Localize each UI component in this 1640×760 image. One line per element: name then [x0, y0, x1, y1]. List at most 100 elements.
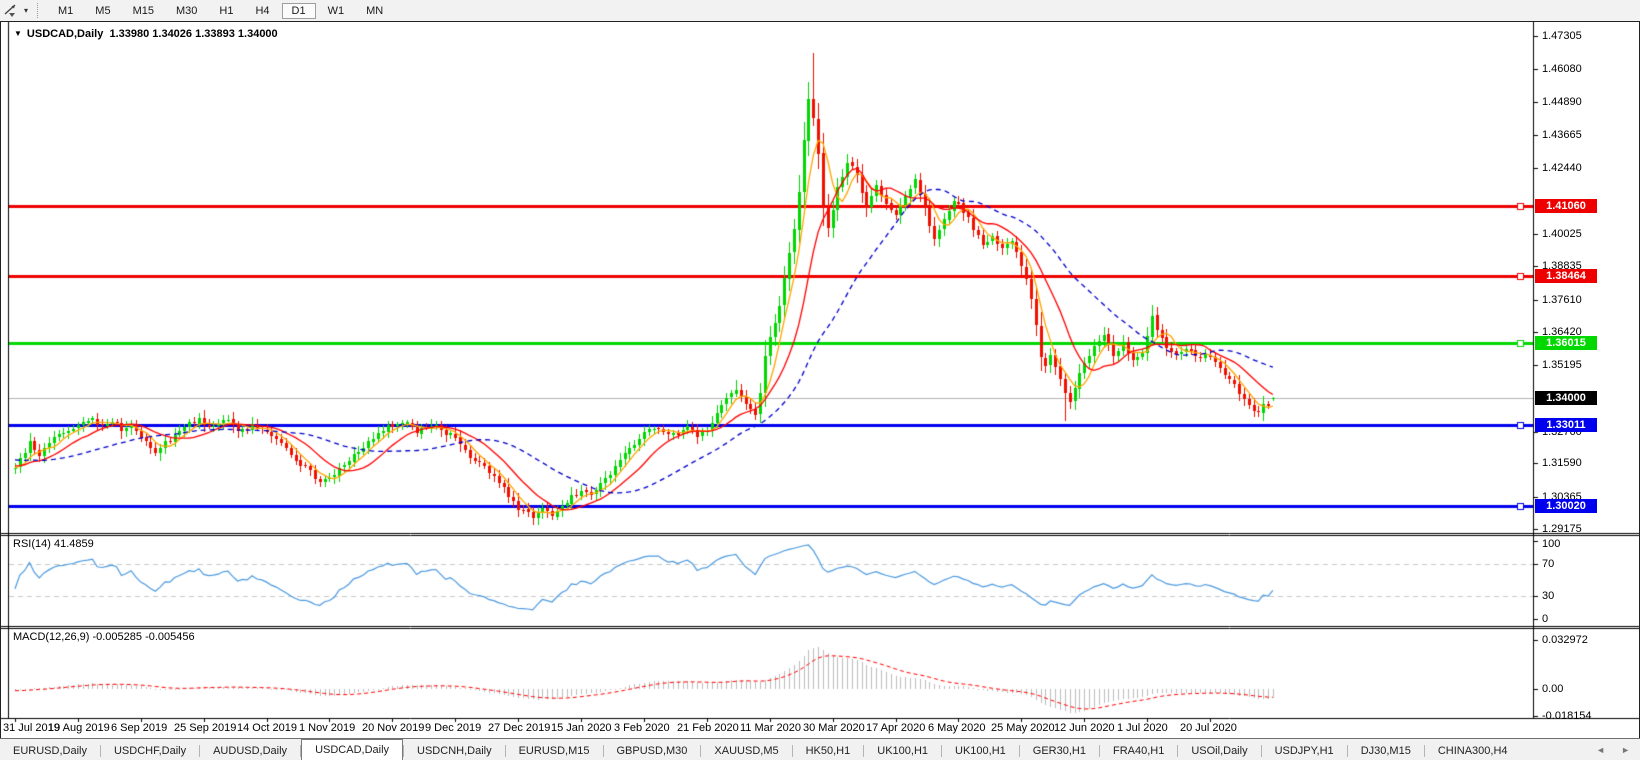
price-tick-label: 1.43665 [1542, 129, 1582, 141]
tab-separator [1423, 745, 1425, 757]
tab-separator [403, 745, 405, 757]
chart-tab-bar: EURUSD,Daily USDCHF,Daily AUDUSD,Daily USDC… [0, 738, 1640, 760]
tab-separator [199, 745, 201, 757]
tab-separator [602, 745, 604, 757]
timeframe-button-mn[interactable]: MN [366, 4, 384, 17]
macd-indicator-label: MACD(12,26,9) -0.005285 -0.005456 [13, 631, 195, 643]
chart-tab-usdcad-daily[interactable]: USDCAD,Daily [301, 739, 404, 760]
tab-separator [700, 745, 702, 757]
chart-tab-hk50-h1[interactable]: HK50,H1 [805, 745, 851, 757]
chart-tab-usdcnh-daily[interactable]: USDCNH,Daily [417, 745, 492, 757]
timeframe-button-h4[interactable]: H4 [255, 4, 270, 17]
timeframe-button-m5[interactable]: M5 [95, 4, 111, 17]
price-tick-label: 1.46080 [1542, 63, 1582, 75]
date-label: 25 May 2020 [991, 722, 1055, 734]
chart-tab-dj30-m15[interactable]: DJ30,M15 [1360, 745, 1411, 757]
timeframe-button-m30[interactable]: M30 [175, 4, 198, 17]
chevron-down-icon[interactable]: ▾ [24, 6, 29, 15]
date-label: 27 Dec 2019 [488, 722, 551, 734]
tab-scroll-right-icon[interactable]: ► [1621, 745, 1630, 755]
date-label: 31 Jul 2019 [3, 722, 60, 734]
tab-separator [1098, 745, 1100, 757]
level-price-label: 1.41060 [1535, 199, 1597, 213]
tab-separator [1177, 745, 1179, 757]
chart-tab-uk100-h1[interactable]: UK100,H1 [877, 745, 929, 757]
symbol-ohlc-values: 1.33980 1.34026 1.33893 1.34000 [109, 28, 278, 40]
trendline-cursor-icon [4, 3, 16, 17]
tab-scroll-arrows: ◄ ► [1596, 739, 1640, 760]
timeframe-button-m1[interactable]: M1 [58, 4, 74, 17]
chart-tab-eurusd-daily[interactable]: EURUSD,Daily [13, 745, 87, 757]
chart-tab-ger30-h1[interactable]: GER30,H1 [1032, 745, 1086, 757]
chart-tab-uk100-h1[interactable]: UK100,H1 [955, 745, 1006, 757]
tab-separator [1346, 745, 1348, 757]
chart-tab-fra40-h1[interactable]: FRA40,H1 [1112, 745, 1165, 757]
rsi-indicator-label: RSI(14) 41.4859 [13, 538, 94, 550]
toolbar-grip [37, 3, 39, 18]
date-label: 9 Dec 2019 [425, 722, 482, 734]
rsi-tick-label: 70 [1542, 558, 1555, 570]
date-label: 6 May 2020 [928, 722, 986, 734]
price-tick-label: 1.31590 [1542, 457, 1582, 469]
price-tick-label: 1.35195 [1542, 359, 1582, 371]
price-tick-label: 1.29175 [1542, 523, 1582, 535]
tab-separator [863, 745, 865, 757]
chart-tab-eurusd-m15[interactable]: EURUSD,M15 [518, 745, 590, 757]
chart-tab-audusd-daily[interactable]: AUDUSD,Daily [213, 745, 288, 757]
date-label: 1 Nov 2019 [299, 722, 356, 734]
tab-separator [1260, 745, 1262, 757]
macd-tick-label: -0.018154 [1542, 710, 1592, 722]
symbol-name: USDCAD,Daily [26, 28, 104, 40]
date-label: 12 Jun 2020 [1054, 722, 1115, 734]
macd-tick-label: 0.00 [1542, 683, 1564, 695]
tab-separator [300, 745, 302, 757]
chart-tab-xauusd-m5[interactable]: XAUUSD,M5 [714, 745, 779, 757]
price-chart-canvas[interactable] [1, 22, 1639, 738]
chart-tab-usdchf-daily[interactable]: USDCHF,Daily [113, 745, 187, 757]
date-label: 11 Mar 2020 [740, 722, 801, 734]
date-label: 17 Apr 2020 [866, 722, 926, 734]
chart-symbol-header: ▼ USDCAD,Daily 1.33980 1.34026 1.33893 1.… [14, 28, 278, 40]
chart-window: ▼ USDCAD,Daily 1.33980 1.34026 1.33893 1.… [0, 21, 1640, 739]
date-label: 6 Sep 2019 [111, 722, 168, 734]
timeframe-button-w1[interactable]: W1 [327, 4, 345, 17]
date-label: 30 Mar 2020 [803, 722, 865, 734]
date-label: 25 Sep 2019 [174, 722, 237, 734]
price-tick-label: 1.36420 [1542, 326, 1582, 338]
date-label: 19 Aug 2019 [48, 722, 110, 734]
chart-tab-china300-h4[interactable]: CHINA300,H4 [1437, 745, 1508, 757]
date-label: 3 Feb 2020 [614, 722, 670, 734]
chart-tab-gbpusd-m30[interactable]: GBPUSD,M30 [616, 745, 688, 757]
line-studies-icon[interactable] [0, 2, 23, 20]
date-label: 14 Oct 2019 [237, 722, 297, 734]
rsi-tick-label: 30 [1542, 590, 1555, 602]
level-price-label: 1.30020 [1535, 499, 1597, 513]
tab-separator [791, 745, 793, 757]
level-price-label: 1.38464 [1535, 269, 1597, 283]
price-tick-label: 1.47305 [1542, 30, 1582, 42]
rsi-tick-label: 100 [1542, 538, 1561, 550]
date-label: 20 Nov 2019 [362, 722, 425, 734]
collapse-triangle-icon[interactable]: ▼ [14, 29, 22, 38]
rsi-tick-label: 0 [1542, 613, 1549, 625]
price-tick-label: 1.42440 [1542, 162, 1582, 174]
timeframe-button-h1[interactable]: H1 [219, 4, 234, 17]
chart-tab-usdjpy-h1[interactable]: USDJPY,H1 [1274, 745, 1334, 757]
timeframe-buttons: M1 M5 M15 M30 H1 H4 D1 W1 MN [47, 2, 394, 19]
timeframe-button-d1[interactable]: D1 [281, 2, 316, 19]
chart-tab-usoil-daily[interactable]: USOil,Daily [1191, 745, 1248, 757]
macd-tick-label: 0.032972 [1542, 634, 1588, 646]
tab-scroll-left-icon[interactable]: ◄ [1596, 745, 1606, 755]
level-price-label: 1.36015 [1535, 336, 1597, 350]
tab-separator [941, 745, 943, 757]
price-tick-label: 1.37610 [1542, 294, 1582, 306]
timeframe-button-m15[interactable]: M15 [132, 4, 154, 17]
price-tick-label: 1.44890 [1542, 96, 1582, 108]
date-label: 20 Jul 2020 [1180, 722, 1237, 734]
current-price-label: 1.34000 [1535, 391, 1597, 405]
date-label: 1 Jul 2020 [1117, 722, 1168, 734]
date-label: 21 Feb 2020 [677, 722, 739, 734]
period-toolbar: ▾ M1 M5 M15 M30 H1 H4 D1 W1 MN [0, 0, 1640, 22]
tab-separator [504, 745, 506, 757]
